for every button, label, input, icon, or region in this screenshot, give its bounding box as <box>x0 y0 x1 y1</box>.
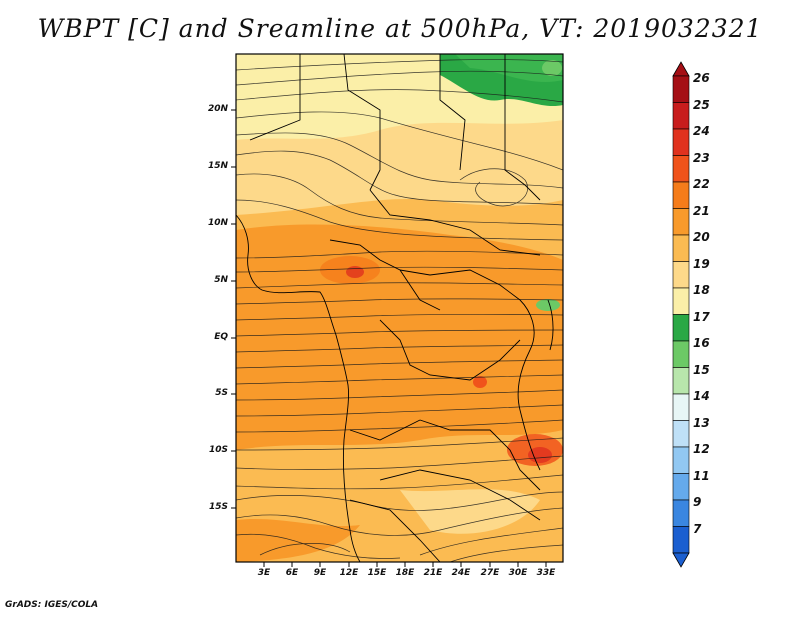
map-frame <box>235 53 564 563</box>
colorbar-swatch <box>672 181 690 209</box>
lat-label: 20N <box>207 104 228 114</box>
colorbar-top-arrow <box>672 61 690 77</box>
lon-label: 33E <box>536 568 556 578</box>
lon-label: 21E <box>423 568 443 578</box>
colorbar-swatch <box>672 314 690 342</box>
colorbar-swatch <box>672 420 690 448</box>
colorbar-swatch <box>672 526 690 554</box>
colorbar-label: 21 <box>693 203 710 218</box>
lon-label: 30E <box>508 568 528 578</box>
lat-label: 15N <box>207 161 228 171</box>
colorbar <box>672 61 690 568</box>
colorbar-label: 11 <box>693 468 710 483</box>
colorbar-label: 26 <box>693 71 710 86</box>
wbpt-field <box>236 54 563 562</box>
colorbar-label: 24 <box>693 124 710 139</box>
lon-label: 15E <box>367 568 387 578</box>
colorbar-label: 9 <box>693 495 702 510</box>
colorbar-label: 20 <box>693 230 710 245</box>
colorbar-swatch <box>672 234 690 262</box>
colorbar-label: 7 <box>693 521 702 536</box>
colorbar-label: 25 <box>693 97 710 112</box>
lat-label: EQ <box>214 332 228 342</box>
colorbar-label: 18 <box>693 283 710 298</box>
colorbar-swatch <box>672 208 690 236</box>
grads-credit: GrADS: IGES/COLA <box>5 600 99 610</box>
lon-label: 6E <box>285 568 299 578</box>
lat-tick-marks <box>231 109 236 509</box>
country-borders <box>236 54 554 562</box>
colorbar-label: 14 <box>693 389 710 404</box>
lat-label: 5S <box>215 388 228 398</box>
lon-tick-marks <box>263 562 547 567</box>
colorbar-bottom-arrow <box>672 552 690 568</box>
colorbar-label: 17 <box>693 309 710 324</box>
colorbar-swatch <box>672 393 690 421</box>
colorbar-swatch <box>672 340 690 368</box>
lon-label: 24E <box>451 568 471 578</box>
colorbar-swatch <box>672 367 690 395</box>
lat-label: 10N <box>207 218 228 228</box>
lat-label: 5N <box>214 275 228 285</box>
colorbar-label: 16 <box>693 336 710 351</box>
colorbar-swatch <box>672 155 690 183</box>
lon-label: 18E <box>395 568 415 578</box>
colorbar-label: 23 <box>693 150 710 165</box>
streamlines <box>236 59 563 562</box>
colorbar-swatch <box>672 261 690 289</box>
colorbar-swatch <box>672 446 690 474</box>
lat-label: 15S <box>208 502 228 512</box>
colorbar-label: 13 <box>693 415 710 430</box>
lon-label: 12E <box>339 568 359 578</box>
lon-label: 9E <box>313 568 327 578</box>
colorbar-swatch <box>672 287 690 315</box>
chart-title: WBPT [C] and Sreamline at 500hPa, VT: 20… <box>37 14 763 43</box>
lon-label: 27E <box>480 568 500 578</box>
colorbar-label: 15 <box>693 362 710 377</box>
colorbar-label: 22 <box>693 177 710 192</box>
colorbar-label: 19 <box>693 256 710 271</box>
colorbar-swatch <box>672 75 690 103</box>
colorbar-swatch <box>672 102 690 130</box>
colorbar-swatch <box>672 473 690 501</box>
lat-label: 10S <box>208 445 228 455</box>
lon-label: 3E <box>257 568 271 578</box>
colorbar-swatch <box>672 128 690 156</box>
colorbar-swatch <box>672 499 690 527</box>
colorbar-label: 12 <box>693 442 710 457</box>
